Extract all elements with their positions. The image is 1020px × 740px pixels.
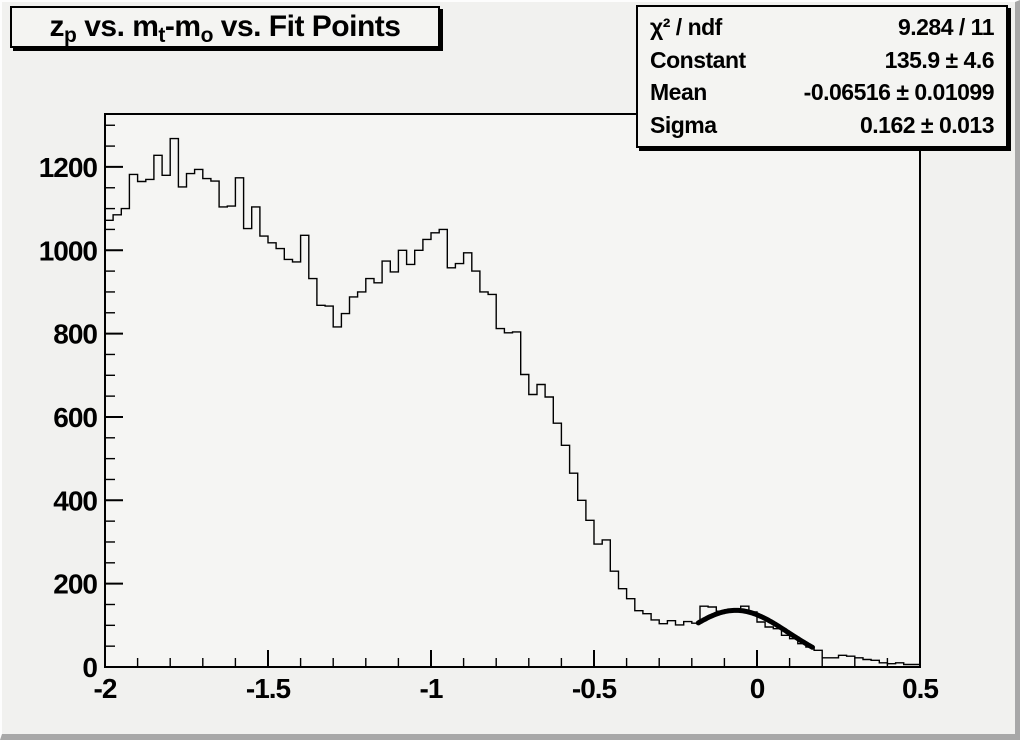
stats-mean-label: Mean [650,79,707,106]
plot-frame [104,113,921,668]
title-box: zp vs. mt-mo vs. Fit Points [10,6,440,48]
y-axis-tick-label: 600 [53,402,97,433]
plot-title: zp vs. mt-mo vs. Fit Points [49,10,401,47]
title-segment: vs. m [76,10,159,43]
fit-curve [695,607,815,650]
title-segment: z [49,10,65,43]
stats-mean-value: -0.06516 ± 0.01099 [803,79,995,106]
y-axis-tick-label: 200 [53,569,97,600]
y-axis-tick-label: 800 [53,319,97,350]
title-segment: vs. Fit Points [212,10,401,43]
stats-constant-label: Constant [650,46,746,73]
x-axis-tick-label: 0 [750,673,765,704]
title-subscript: t [158,23,165,47]
stats-chi2-label: χ² / ndf [650,13,722,40]
stats-row-mean: Mean -0.06516 ± 0.01099 [650,79,995,106]
title-segment: -m [164,10,201,43]
stats-chi2-value: 9.284 / 11 [897,13,995,40]
y-axis-tick-label: 1000 [39,235,98,266]
x-axis-tick-label: -0.5 [572,673,617,704]
stats-sigma-value: 0.162 ± 0.013 [859,112,995,139]
title-subscript: p [64,23,77,47]
x-axis-tick-label: -1 [420,673,443,704]
x-axis-tick-label: -1.5 [246,673,291,704]
x-axis-tick-label: 0.5 [902,673,938,704]
y-axis-tick-label: 1200 [39,152,98,183]
stats-row-constant: Constant 135.9 ± 4.6 [650,46,995,74]
y-axis-tick-label: 0 [82,652,97,683]
stats-row-sigma: Sigma 0.162 ± 0.013 [650,112,995,139]
y-axis-tick-label: 400 [53,485,97,516]
x-axis-tick-label: -2 [94,673,117,704]
stats-box: χ² / ndf 9.284 / 11 Constant 135.9 ± 4.6… [636,5,1008,148]
stats-sigma-label: Sigma [650,112,717,139]
title-subscript: o [200,23,214,47]
stats-row-chi2: χ² / ndf 9.284 / 11 [650,13,995,41]
stats-constant-value: 135.9 ± 4.6 [884,46,995,73]
